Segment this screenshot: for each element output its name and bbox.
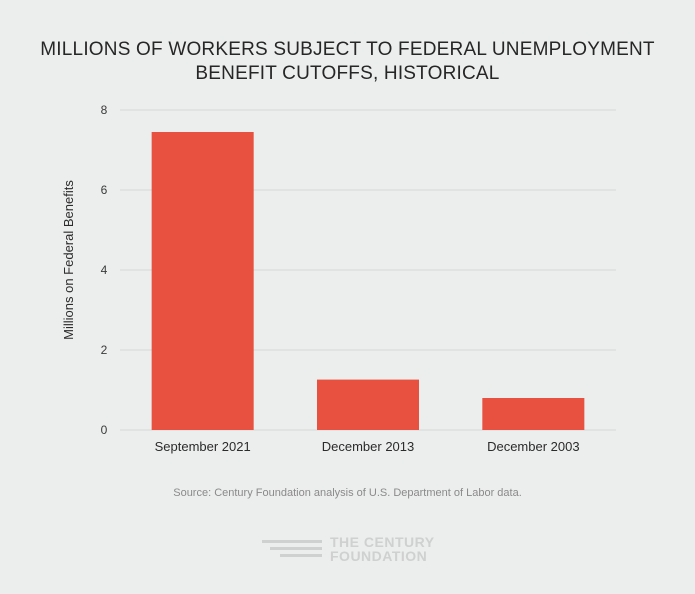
x-tick-label-december-2013: December 2013 [322,439,415,454]
bar-december-2003 [482,398,585,430]
logo-stripes-icon [262,538,322,560]
y-tick-label-4: 4 [101,263,108,277]
chart-title: MILLIONS OF WORKERS SUBJECT TO FEDERAL U… [0,38,695,86]
bars [151,132,585,430]
y-tick-label-8: 8 [101,103,108,117]
chart-title-line-2: BENEFIT CUTOFFS, HISTORICAL [195,63,500,84]
x-axis-ticks: September 2021 December 2013 December 2003 [155,439,580,454]
bar-september-2021 [151,132,254,430]
y-axis-ticks: 0 2 4 6 8 [101,103,108,437]
y-tick-label-0: 0 [101,423,108,437]
chart-title-line-1: MILLIONS OF WORKERS SUBJECT TO FEDERAL U… [40,39,655,60]
source-note: Source: Century Foundation analysis of U… [173,487,522,499]
y-tick-label-2: 2 [101,343,108,357]
y-axis-label: Millions on Federal Benefits [61,180,76,340]
bar-december-2013 [317,379,419,430]
century-foundation-logo: THE CENTURY FOUNDATION [262,534,435,564]
x-tick-label-september-2021: September 2021 [155,439,251,454]
logo-line-1: THE CENTURY [330,534,435,550]
logo-text: THE CENTURY FOUNDATION [330,535,435,563]
logo-line-2: FOUNDATION [330,548,428,564]
x-tick-label-december-2003: December 2003 [487,439,580,454]
y-tick-label-6: 6 [101,183,108,197]
